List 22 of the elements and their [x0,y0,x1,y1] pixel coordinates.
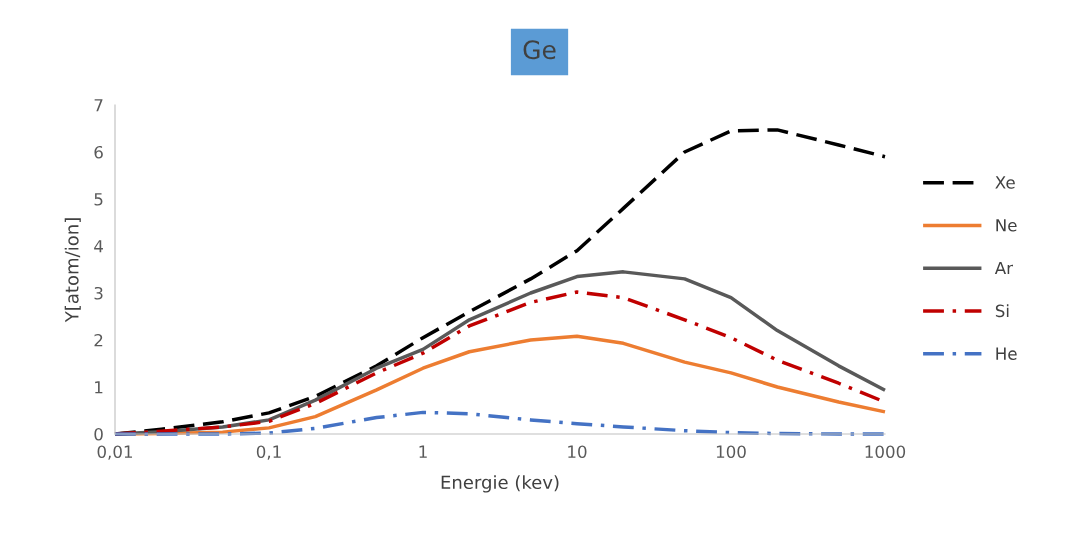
x-tick-label: 100 [716,445,746,459]
x-tick-label: 10 [568,445,587,459]
x-tick-label: 1 [419,445,427,458]
y-tick-label: 7 [94,99,103,112]
legend-label: Si [995,304,1009,318]
x-tick-label: 0,1 [256,445,281,460]
legend-label: He [996,347,1017,360]
x-tick-label: 0,01 [97,445,133,460]
y-axis-title: Y[atom/ion] [64,218,81,323]
x-tick-label: 1000 [865,445,906,459]
chart-title: Ge [523,40,556,60]
y-tick-label: 0 [94,427,103,441]
legend-label: Xe [995,176,1015,189]
y-tick-label: 1 [95,381,103,394]
legend-label: Ne [996,219,1017,232]
y-tick-label: 2 [94,333,103,347]
legend-label: Ar [994,261,1014,275]
x-axis-title: Energie (kev) [441,475,559,493]
y-tick-label: 6 [94,145,103,159]
y-tick-label: 4 [94,240,103,253]
y-tick-label: 5 [94,193,103,206]
y-tick-label: 3 [94,286,103,300]
